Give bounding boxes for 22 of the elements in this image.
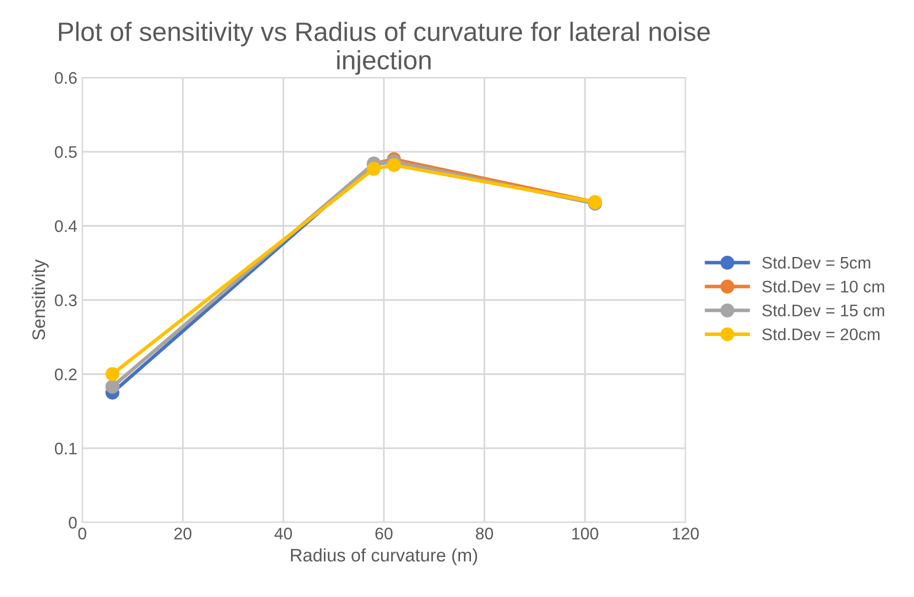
y-tick-label: 0.1 [54,442,77,454]
legend-label: Std.Dev = 10 cm [762,280,884,293]
x-tick-label: 120 [672,528,699,540]
y-tick-label: 0 [68,516,77,529]
x-tick-label: 60 [375,528,392,540]
x-tick-label: 20 [174,528,192,540]
y-tick-label: 0.5 [54,146,77,158]
y-tick-label: 0.3 [54,294,77,306]
x-tick-label: 100 [572,528,598,540]
y-tick-label: 0.2 [54,368,77,380]
point [366,162,381,176]
point [105,367,120,382]
point [386,158,401,172]
x-tick-label: 80 [476,528,494,540]
y-tick-label: 0.4 [54,220,77,232]
x-tick-label: 40 [274,528,292,540]
x-tick-label: 0 [78,528,86,540]
legend-label: Std.Dev = 15 cm [762,304,884,316]
x-axis-title: Radius of curvature (m) [291,548,478,566]
legend-label: Std.Dev = 5cm [762,256,870,269]
legend-label: Std.Dev = 20cm [762,328,880,340]
y-axis-title: Sensitivity [32,259,49,340]
